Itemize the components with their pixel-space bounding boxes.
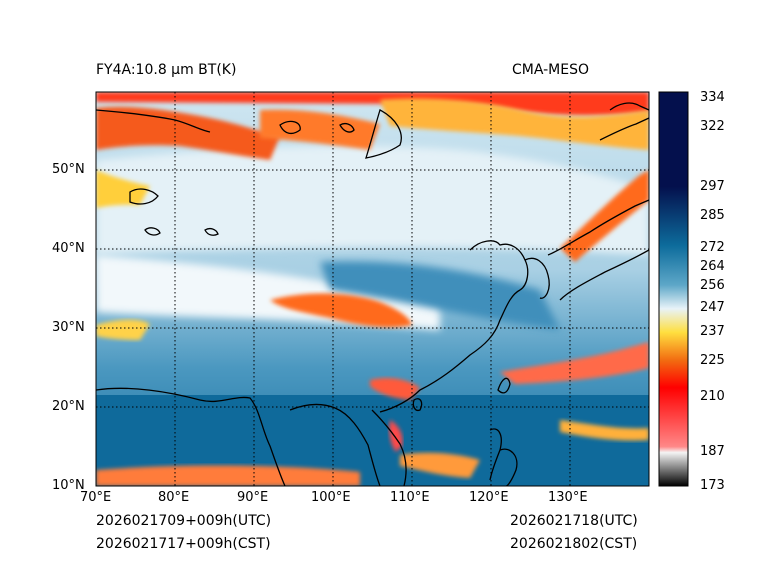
lon-tick-label: 120°E (469, 490, 509, 505)
colorbar-tick-label: 256 (700, 278, 725, 293)
colorbar-tick-label: 272 (700, 240, 725, 255)
colorbar-tick-label: 285 (700, 208, 725, 223)
colorbar-tick-label: 264 (700, 259, 725, 274)
colorbar-tick-label: 173 (700, 478, 725, 493)
lat-tick-label: 40°N (52, 241, 85, 256)
colorbar-tick-label: 187 (700, 444, 725, 459)
lon-tick-label: 130°E (548, 490, 588, 505)
init-time-utc: 2026021709+009h(UTC) (96, 513, 272, 529)
lon-tick-label: 70°E (80, 490, 112, 505)
colorbar-tick-label: 334 (700, 90, 725, 105)
lat-tick-label: 30°N (52, 320, 85, 335)
init-time-cst: 2026021717+009h(CST) (96, 536, 271, 552)
valid-time-cst: 2026021802(CST) (510, 536, 638, 552)
lon-tick-label: 80°E (158, 490, 190, 505)
lon-tick-label: 90°E (237, 490, 269, 505)
map-title-right: CMA-MESO (512, 62, 590, 78)
valid-time-utc: 2026021718(UTC) (510, 513, 638, 529)
lat-tick-label: 20°N (52, 399, 85, 414)
colorbar-tick-label: 297 (700, 179, 725, 194)
lon-tick-label: 110°E (390, 490, 430, 505)
colorbar-tick-label: 225 (700, 353, 725, 368)
colorbar-tick-label: 210 (700, 389, 725, 404)
lat-tick-label: 50°N (52, 162, 85, 177)
colorbar-tick-label: 247 (700, 300, 725, 315)
map-title-left: FY4A:10.8 µm BT(K) (96, 62, 237, 78)
cold-cloud-tops (96, 92, 649, 486)
coastlines-and-borders (96, 102, 649, 486)
lat-tick-label: 10°N (52, 478, 85, 493)
graticule (96, 92, 649, 486)
map-frame (95, 91, 650, 487)
lon-tick-label: 100°E (311, 490, 351, 505)
colorbar-tick-label: 322 (700, 119, 725, 134)
colorbar (658, 91, 689, 487)
mid-latitude-clear-zone (320, 261, 560, 330)
cold-air-mass-north (96, 145, 649, 255)
colorbar-tick-label: 237 (700, 324, 725, 339)
